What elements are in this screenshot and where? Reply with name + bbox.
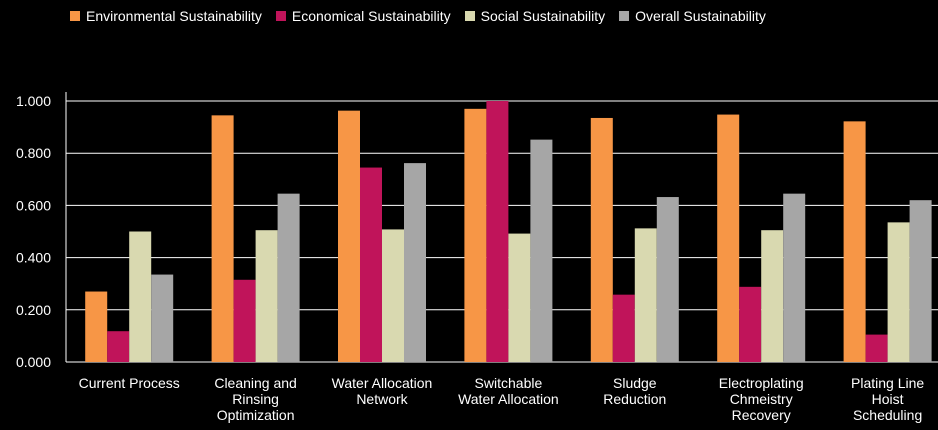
bar bbox=[590, 117, 613, 362]
bar bbox=[85, 291, 108, 362]
bar bbox=[360, 167, 382, 362]
legend-swatch bbox=[275, 11, 286, 21]
bar bbox=[865, 334, 888, 362]
x-tick-label-line: Optimization bbox=[217, 407, 295, 423]
x-tick-label-line: Electroplating bbox=[719, 375, 804, 391]
bar bbox=[382, 229, 404, 362]
bar bbox=[783, 193, 806, 362]
bar bbox=[338, 110, 360, 362]
x-tick-label: Current Process bbox=[79, 375, 180, 391]
x-tick-label: Plating Line Hoist Scheduling bbox=[851, 375, 924, 423]
x-tick-label-line: Plating Line bbox=[851, 375, 924, 391]
legend-item: Social Sustainability bbox=[464, 8, 606, 24]
bar bbox=[255, 230, 278, 362]
y-tick-label: 0.400 bbox=[16, 250, 51, 266]
bar bbox=[129, 231, 152, 362]
bar bbox=[464, 108, 487, 362]
legend-swatch bbox=[70, 11, 80, 21]
bar bbox=[887, 222, 910, 362]
bar bbox=[404, 163, 426, 362]
bar bbox=[843, 121, 866, 362]
x-tick-label-line: Switchable bbox=[475, 375, 543, 391]
bar bbox=[233, 279, 256, 362]
x-tick-label-line: Current Process bbox=[79, 375, 180, 391]
bar bbox=[717, 114, 740, 363]
x-tick-label-line: Recovery bbox=[732, 407, 791, 423]
bar bbox=[656, 197, 679, 362]
legend-label: Environmental Sustainability bbox=[86, 8, 262, 24]
y-tick-label: 0.600 bbox=[16, 197, 51, 213]
y-tick-label: 0.000 bbox=[16, 354, 51, 370]
x-tick-label-line: Water Allocation bbox=[332, 375, 433, 391]
bar bbox=[277, 193, 300, 362]
bar bbox=[486, 101, 509, 362]
bar bbox=[909, 200, 932, 362]
bar bbox=[634, 228, 657, 362]
y-tick-label: 0.800 bbox=[16, 145, 51, 161]
legend-label: Social Sustainability bbox=[480, 8, 606, 24]
x-tick-label-line: Chmeistry bbox=[730, 391, 793, 407]
x-tick-label: Electroplating Chmeistry Recovery bbox=[719, 375, 804, 423]
x-tick-label-line: Scheduling bbox=[853, 407, 922, 423]
bar bbox=[739, 286, 762, 362]
legend-item: Environmental Sustainability bbox=[70, 8, 262, 24]
x-tick-label: Switchable Water Allocation bbox=[458, 375, 559, 407]
bar bbox=[151, 274, 174, 362]
y-tick-label: 0.200 bbox=[16, 302, 51, 318]
bar bbox=[612, 294, 635, 362]
x-tick-label-line: Reduction bbox=[603, 391, 666, 407]
legend-item: Economical Sustainability bbox=[275, 8, 451, 24]
bar bbox=[211, 115, 234, 362]
bar bbox=[761, 230, 784, 362]
legend-label: Overall Sustainability bbox=[635, 8, 766, 24]
legend-swatch bbox=[464, 11, 475, 21]
x-tick-label-line: Cleaning and bbox=[214, 375, 297, 391]
y-tick-label: 1.000 bbox=[16, 93, 51, 109]
x-tick-label-line: Sludge bbox=[613, 375, 657, 391]
x-tick-label-line: Rinsing bbox=[232, 391, 279, 407]
legend-item: Overall Sustainability bbox=[619, 8, 766, 24]
x-tick-label: Sludge Reduction bbox=[603, 375, 666, 407]
legend-swatch bbox=[619, 11, 630, 21]
x-tick-label-line: Network bbox=[356, 391, 408, 407]
x-tick-label: Cleaning and Rinsing Optimization bbox=[214, 375, 297, 423]
bar bbox=[508, 233, 531, 362]
x-tick-label-line: Water Allocation bbox=[458, 391, 559, 407]
bar bbox=[107, 331, 130, 362]
bar bbox=[530, 139, 553, 362]
legend-label: Economical Sustainability bbox=[291, 8, 451, 24]
x-tick-label-line: Hoist bbox=[872, 391, 904, 407]
legend: Environmental Sustainability Economical S… bbox=[70, 8, 780, 24]
x-tick-label: Water Allocation Network bbox=[332, 375, 433, 407]
